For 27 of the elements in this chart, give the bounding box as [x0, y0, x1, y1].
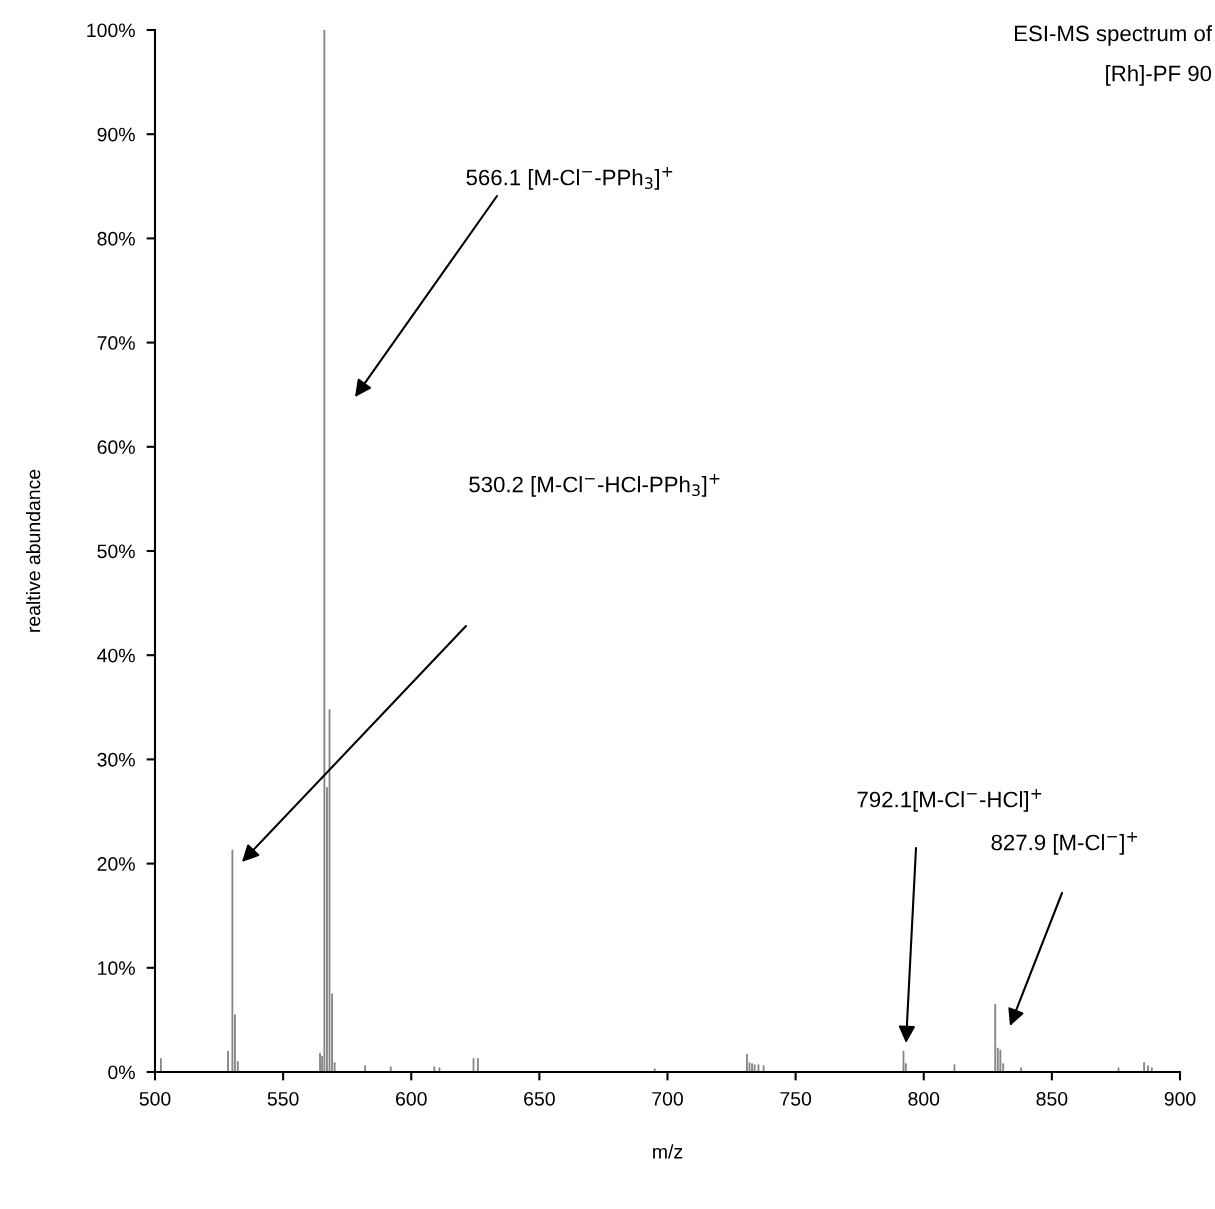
- y-tick-label: 20%: [97, 857, 135, 871]
- y-tick-label: 30%: [97, 752, 135, 767]
- annotation: 530.2 [M-Cl$^{−}$-HCl-PPh$_{3}$]$^{+}$: [469, 473, 720, 497]
- x-tick-label: 750: [780, 1091, 812, 1106]
- annotation: 566.1 [M-Cl$^{−}$-PPh$_{3}$]$^{+}$: [466, 166, 673, 190]
- x-tick-label: 850: [1036, 1091, 1068, 1106]
- y-tick-label: 70%: [97, 336, 135, 350]
- x-tick-label: 900: [1164, 1091, 1196, 1106]
- x-tick-label: 800: [908, 1091, 940, 1106]
- y-axis-title: realtive abundance: [26, 469, 41, 632]
- y-tick-label: 10%: [98, 961, 135, 976]
- x-axis-title: m/z: [653, 1144, 683, 1159]
- x-tick-label: 700: [652, 1091, 683, 1106]
- y-tick-label: 50%: [97, 544, 135, 559]
- y-tick-label: 40%: [97, 648, 135, 663]
- y-tick-label: 0%: [108, 1065, 135, 1080]
- y-tick-label: 80%: [97, 231, 135, 246]
- y-tick-label: 60%: [97, 440, 135, 455]
- x-tick-label: 550: [267, 1091, 299, 1106]
- y-tick-label: 100%: [87, 23, 135, 38]
- y-tick-label: 90%: [97, 127, 135, 142]
- text: ESI-MS spectrum of [Rh]-PF 90: [1015, 25, 1213, 86]
- x-tick-label: 650: [524, 1091, 555, 1106]
- annotation: 792.1[M-Cl$^{−}$-HCl]$^{+}$: [857, 788, 1042, 812]
- x-tick-label: 600: [396, 1091, 427, 1106]
- x-tick-label: 500: [139, 1091, 171, 1106]
- annotation: 827.9 [M-Cl$^{−}$]$^{+}$: [991, 831, 1138, 855]
